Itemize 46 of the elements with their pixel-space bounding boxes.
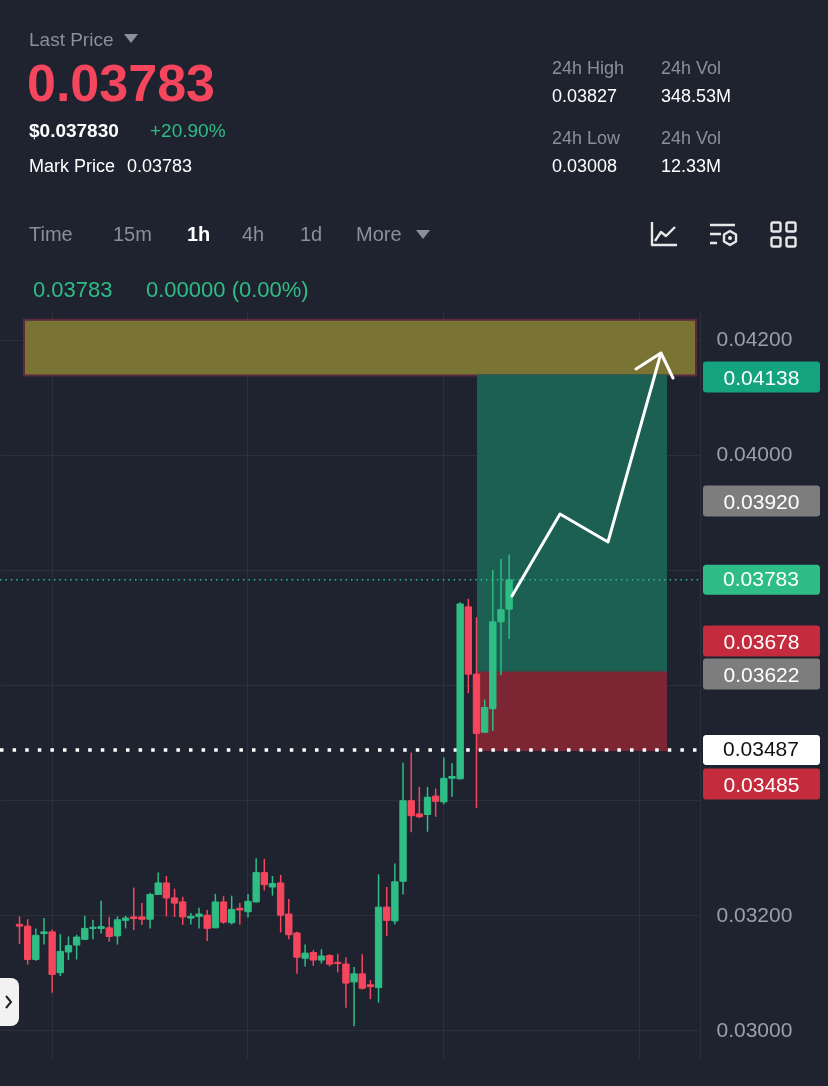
candlestick — [432, 787, 440, 818]
text: 348.53M — [661, 86, 732, 106]
text: 24h Vol — [661, 128, 722, 148]
candlestick — [423, 786, 432, 833]
candlestick — [301, 943, 309, 968]
text: $0.037830 — [29, 119, 119, 141]
y-tick-label: 0.03000 — [716, 1017, 793, 1041]
text: Last Price — [29, 28, 114, 50]
text: 15m — [113, 223, 152, 245]
text: 0.03783 — [127, 156, 193, 176]
text: 0.04138 — [703, 361, 820, 393]
text: Mark Price — [29, 156, 116, 176]
text: 4h — [242, 223, 265, 245]
text: Time — [29, 223, 73, 245]
candlestick — [383, 886, 391, 937]
candlestick — [350, 966, 358, 1027]
text: 0.03485 — [703, 768, 820, 800]
text: More — [356, 223, 402, 245]
text: 1d — [300, 223, 323, 245]
y-tick-label: 0.03200 — [716, 902, 793, 926]
text: 24h Low — [552, 128, 621, 148]
text: 0.00000 (0.00%) — [146, 277, 309, 302]
candlestick — [260, 858, 268, 892]
candlestick — [219, 895, 228, 925]
text: 24h High — [552, 58, 625, 78]
candlestick — [40, 917, 48, 946]
text: 0.03783 — [33, 277, 113, 302]
text: 0.03920 — [703, 485, 820, 517]
text: 1h — [187, 223, 211, 245]
candlestick — [268, 875, 277, 897]
text: 0.03827 — [552, 86, 618, 106]
candlestick — [203, 909, 211, 942]
y-tick-label: 0.04200 — [716, 327, 793, 351]
candlestick — [227, 894, 236, 926]
text: 0.03678 — [703, 625, 820, 657]
candlestick — [236, 902, 244, 926]
ref-line-label: 0.03487 — [723, 737, 799, 761]
text: 12.33M — [661, 156, 722, 176]
text: 24h Vol — [661, 58, 722, 78]
y-tick-label: 0.04000 — [716, 442, 793, 466]
ref-line-label: 0.03783 — [723, 566, 799, 590]
candlestick — [105, 916, 113, 943]
text: 0.03783 — [27, 54, 215, 112]
text: 0.03008 — [552, 156, 618, 176]
text: +20.90% — [150, 119, 226, 141]
text: 0.03622 — [703, 658, 820, 690]
